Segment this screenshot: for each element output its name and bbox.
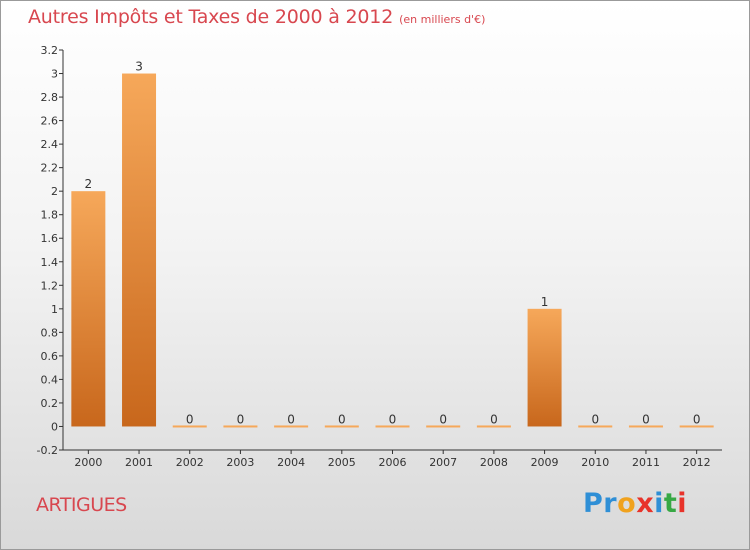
data-label: 3: [135, 60, 143, 74]
logo-letter: o: [617, 488, 637, 519]
y-tick-label: 1.6: [41, 232, 59, 245]
data-label: 0: [693, 412, 701, 426]
x-tick-label: 2012: [683, 456, 711, 469]
y-tick-label: 1: [51, 303, 58, 316]
x-tick-label: 2002: [176, 456, 204, 469]
y-tick-label: 3: [51, 68, 58, 81]
data-label: 0: [389, 412, 397, 426]
x-tick-label: 2007: [429, 456, 457, 469]
y-tick-label: -0.2: [37, 444, 58, 457]
data-label: 0: [186, 412, 194, 426]
data-label: 2: [85, 177, 93, 191]
y-tick-label: 2.4: [41, 138, 59, 151]
y-tick-label: 0.8: [41, 326, 59, 339]
bar-2005: [324, 425, 359, 428]
data-label: 0: [591, 412, 599, 426]
logo-letter: P: [583, 488, 604, 519]
bar-2009: [527, 308, 562, 427]
x-tick-label: 2006: [379, 456, 407, 469]
y-tick-label: 3.2: [41, 44, 59, 57]
y-tick-label: 1.2: [41, 279, 59, 292]
bar-2000: [71, 191, 106, 427]
y-tick-label: 2.6: [41, 115, 59, 128]
chart-title: Autres Impôts et Taxes de 2000 à 2012: [28, 6, 394, 28]
logo-letter: i: [677, 488, 688, 519]
data-label: 0: [338, 412, 346, 426]
data-label: 1: [541, 295, 549, 309]
data-label: 0: [237, 412, 245, 426]
logo-letter: r: [603, 488, 618, 519]
x-tick-label: 2004: [277, 456, 305, 469]
bar-2004: [274, 425, 309, 428]
bar-2002: [172, 425, 207, 428]
x-tick-label: 2009: [531, 456, 559, 469]
y-tick-label: 1.8: [41, 209, 59, 222]
data-label: 0: [287, 412, 295, 426]
bar-2006: [375, 425, 410, 428]
y-tick-label: 2: [51, 185, 58, 198]
y-tick-label: 0.6: [41, 350, 59, 363]
bar-2001: [122, 73, 157, 427]
y-tick-label: 0: [51, 420, 58, 433]
x-tick-label: 2011: [632, 456, 660, 469]
x-tick-label: 2008: [480, 456, 508, 469]
x-tick-label: 2010: [581, 456, 609, 469]
y-tick-label: 2.2: [41, 162, 59, 175]
y-tick-label: 0.2: [41, 397, 59, 410]
data-label: 0: [642, 412, 650, 426]
y-tick-label: 0.4: [41, 373, 59, 386]
bar-2007: [426, 425, 461, 428]
chart-subtitle: (en milliers d'€): [399, 13, 486, 26]
location-name: ARTIGUES: [36, 494, 127, 516]
data-label: 0: [439, 412, 447, 426]
logo-letter: x: [636, 488, 655, 519]
bar-2011: [628, 425, 663, 428]
bar-2012: [679, 425, 714, 428]
logo-letter: t: [663, 488, 678, 519]
logo-letter: i: [654, 488, 664, 519]
bar-2003: [223, 425, 258, 428]
x-tick-label: 2003: [226, 456, 254, 469]
data-label: 0: [490, 412, 498, 426]
y-tick-label: 1.4: [41, 256, 59, 269]
bar-2010: [578, 425, 613, 428]
proxiti-logo[interactable]: Proxiti: [583, 488, 687, 519]
x-tick-label: 2001: [125, 456, 153, 469]
y-tick-label: 2.8: [41, 91, 59, 104]
x-tick-label: 2005: [328, 456, 356, 469]
bar-2008: [476, 425, 511, 428]
x-tick-label: 2000: [74, 456, 102, 469]
title-row: Autres Impôts et Taxes de 2000 à 2012 (en…: [28, 6, 485, 28]
